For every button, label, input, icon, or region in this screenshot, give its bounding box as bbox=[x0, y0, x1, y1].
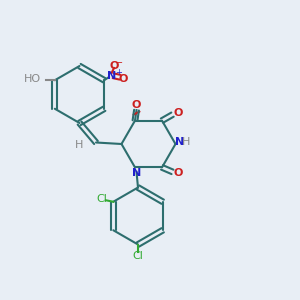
Text: N: N bbox=[176, 136, 184, 147]
Text: O: O bbox=[110, 61, 119, 71]
Text: H: H bbox=[182, 136, 190, 147]
Text: O: O bbox=[132, 100, 141, 110]
Text: N: N bbox=[107, 71, 116, 81]
Text: O: O bbox=[118, 74, 128, 84]
Text: −: − bbox=[115, 58, 123, 68]
Text: Cl: Cl bbox=[133, 251, 143, 261]
Text: HO: HO bbox=[24, 74, 41, 84]
Text: O: O bbox=[173, 168, 183, 178]
Text: H: H bbox=[75, 140, 84, 151]
Text: Cl: Cl bbox=[96, 194, 107, 204]
Text: N: N bbox=[132, 168, 141, 178]
Text: +: + bbox=[115, 68, 122, 76]
Text: O: O bbox=[173, 108, 183, 118]
